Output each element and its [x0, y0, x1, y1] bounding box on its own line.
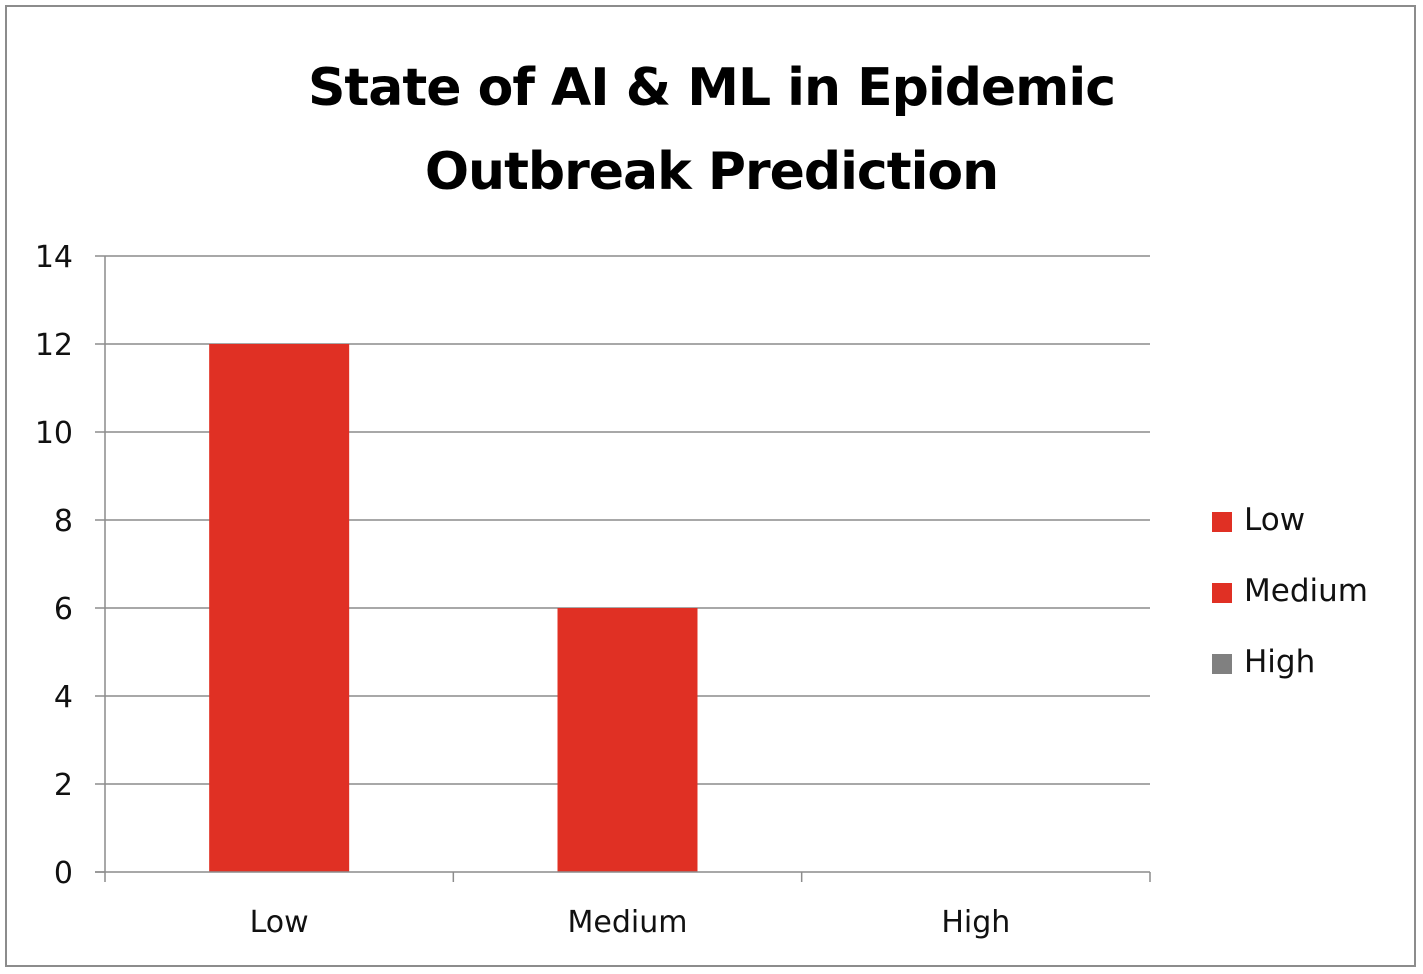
- bars: [209, 344, 698, 872]
- x-tick-label-high: High: [941, 905, 1010, 940]
- legend-item-low: Low: [1212, 500, 1368, 571]
- legend-label-low: Low: [1244, 502, 1306, 538]
- x-axis-tick-labels: Low Medium High: [250, 905, 1011, 940]
- x-tick-label-low: Low: [250, 905, 309, 940]
- legend-item-medium: Medium: [1212, 571, 1368, 642]
- chart-title: State of AI & ML in Epidemic Outbreak Pr…: [0, 46, 1423, 214]
- bar-low: [209, 344, 350, 872]
- chart-title-line-1: State of AI & ML in Epidemic: [307, 58, 1116, 118]
- legend-label-high: High: [1244, 644, 1316, 680]
- y-axis-tick-labels: 0 2 4 6 8 10 12 14: [35, 240, 73, 891]
- y-tick-label-6: 6: [54, 592, 73, 627]
- y-tick-label-12: 12: [35, 328, 73, 363]
- legend-swatch-high: [1212, 654, 1232, 674]
- legend-item-high: High: [1212, 642, 1368, 713]
- y-tick-label-2: 2: [54, 768, 73, 803]
- chart-legend: Low Medium High: [1212, 500, 1368, 713]
- legend-label-medium: Medium: [1244, 573, 1368, 609]
- y-tick-label-0: 0: [54, 856, 73, 891]
- y-tick-label-14: 14: [35, 240, 73, 275]
- chart-title-line-2: Outbreak Prediction: [424, 142, 999, 202]
- legend-swatch-low: [1212, 512, 1232, 532]
- axes: [95, 255, 1151, 882]
- legend-swatch-medium: [1212, 583, 1232, 603]
- x-tick-label-medium: Medium: [568, 905, 688, 940]
- bar-medium: [557, 608, 698, 872]
- y-tick-label-4: 4: [54, 680, 73, 715]
- y-tick-label-10: 10: [35, 416, 73, 451]
- y-tick-label-8: 8: [54, 504, 73, 539]
